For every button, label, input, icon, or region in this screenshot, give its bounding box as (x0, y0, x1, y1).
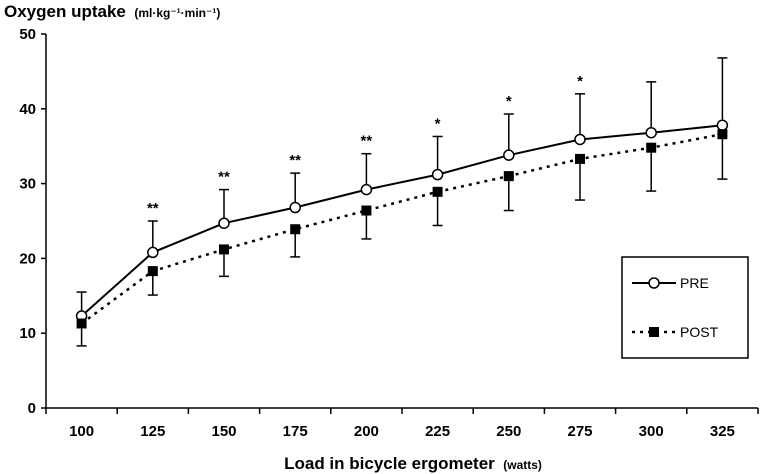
post-point (290, 224, 301, 235)
x-tick-label: 175 (283, 423, 308, 440)
significance-mark: * (435, 115, 441, 132)
significance-mark: * (577, 73, 583, 90)
x-axis-label: Load in bicycle ergometer (watts) (284, 454, 542, 473)
chart-title-text: Oxygen uptake (4, 2, 126, 21)
y-tick-label: 50 (19, 26, 36, 43)
y-tick-label: 20 (19, 250, 36, 267)
series-lines (80, 124, 723, 325)
chart-title-unit: (ml·kg⁻¹·min⁻¹) (134, 6, 220, 20)
significance-mark: ** (289, 152, 301, 169)
legend-post-label: POST (680, 324, 719, 340)
legend-pre-label: PRE (680, 275, 709, 291)
significance-mark: ** (147, 200, 159, 217)
y-tick-label: 40 (19, 101, 36, 118)
x-tick-label: 275 (567, 423, 592, 440)
legend-post-marker (649, 327, 659, 337)
post-point (147, 266, 158, 277)
axes: 0 10 20 30 40 50 100 125 150 175 200 225 250 275 300 32… (19, 26, 759, 440)
significance-mark: ** (218, 169, 230, 186)
legend-pre-marker (648, 277, 660, 289)
post-point (432, 186, 443, 197)
post-point (717, 129, 728, 140)
x-tick-label: 150 (211, 423, 236, 440)
pre-point (574, 133, 586, 146)
post-point (646, 142, 657, 153)
series-markers (75, 119, 729, 329)
pre-point (360, 183, 373, 196)
legend: PRE POST (621, 256, 749, 359)
x-tick-label: 125 (140, 423, 165, 440)
significance-marks: *********** (147, 73, 583, 217)
x-tick-label: 200 (354, 423, 379, 440)
x-tick-label: 300 (639, 423, 664, 440)
post-point (76, 318, 87, 329)
pre-series-line (80, 124, 723, 317)
y-tick-label: 0 (28, 400, 36, 417)
y-tick-label: 30 (19, 176, 36, 193)
x-tick-label: 100 (69, 423, 94, 440)
post-point (361, 205, 372, 216)
y-tick-label: 10 (19, 325, 36, 342)
legend-box (621, 256, 749, 359)
significance-mark: ** (361, 133, 373, 150)
pre-point (645, 126, 657, 139)
x-axis-label-text: Load in bicycle ergometer (284, 454, 495, 473)
significance-mark: * (506, 93, 512, 110)
x-tick-label: 325 (710, 423, 735, 440)
post-point (503, 171, 514, 182)
x-tick-label: 225 (425, 423, 450, 440)
chart-title: Oxygen uptake (ml·kg⁻¹·min⁻¹) (4, 2, 220, 21)
pre-point (218, 217, 230, 229)
x-axis-label-unit: (watts) (503, 458, 542, 472)
pre-point (503, 149, 515, 161)
x-tick-label: 250 (496, 423, 521, 440)
post-point (219, 244, 229, 255)
pre-point (289, 201, 301, 214)
pre-point (431, 168, 444, 181)
pre-point (716, 119, 729, 132)
pre-point (147, 246, 159, 259)
post-point (575, 153, 585, 164)
